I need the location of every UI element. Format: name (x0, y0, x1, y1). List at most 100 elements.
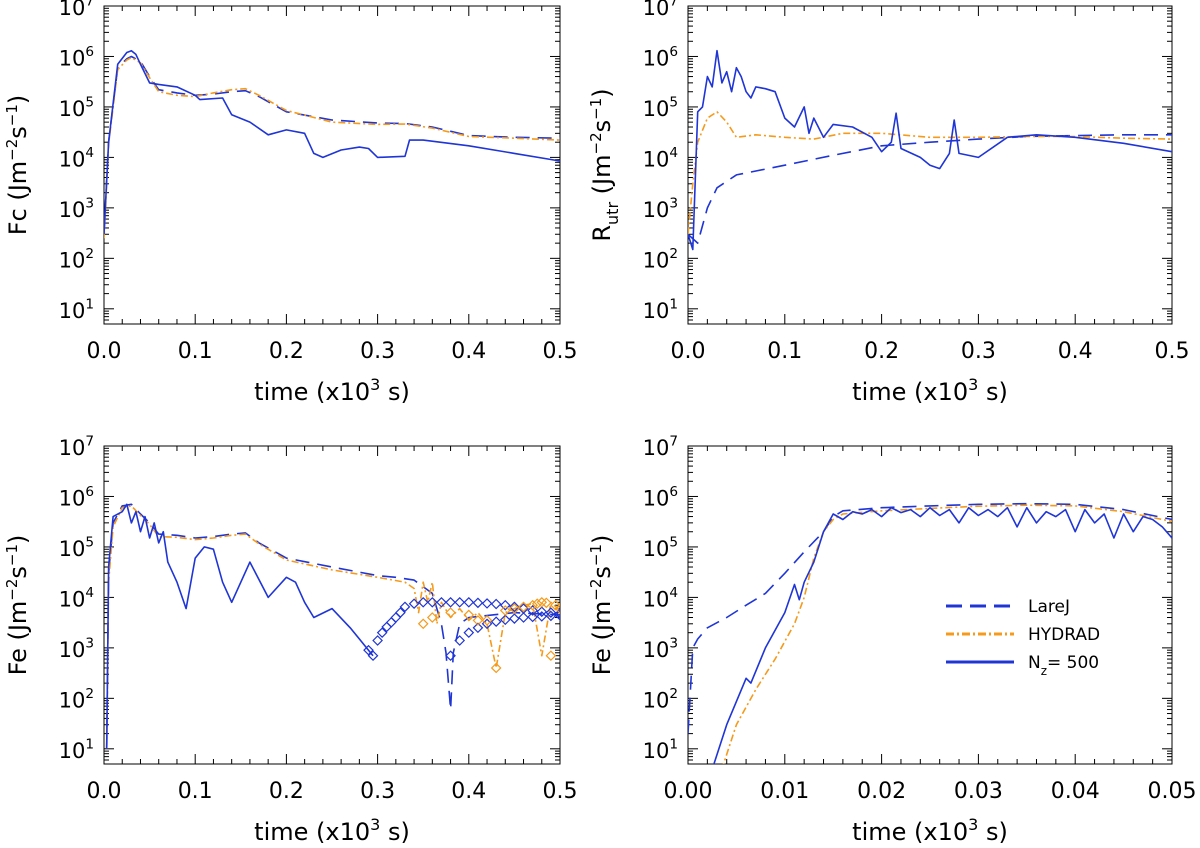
x-tick-label: 0.4 (451, 779, 486, 804)
series-group (688, 49, 1172, 251)
data-point-marker (417, 596, 429, 608)
y-tick-label: 102 (643, 246, 678, 272)
data-point-marker (509, 601, 520, 613)
data-point-marker (436, 596, 447, 608)
series-layer (688, 502, 1172, 764)
data-point-marker (527, 605, 538, 616)
data-point-marker (499, 599, 511, 611)
y-tick-label: 107 (59, 0, 94, 20)
y-tick-label: 101 (643, 296, 678, 322)
data-point-marker (445, 650, 456, 662)
data-point-marker (454, 635, 466, 646)
x-tick-label: 0.2 (269, 339, 304, 364)
data-point-marker (481, 615, 493, 626)
series-line-hydrad (688, 111, 1172, 235)
data-point-marker (472, 622, 484, 634)
x-tick-label: 0.04 (1051, 779, 1100, 804)
x-tick-label: 0.2 (269, 779, 304, 804)
y-tick-label: 101 (59, 736, 94, 762)
data-point-marker (463, 609, 475, 621)
data-point-marker (554, 610, 560, 621)
series-line-n-z-500 (713, 506, 1172, 764)
data-point-marker (499, 614, 511, 626)
y-tick-label: 105 (59, 534, 94, 560)
series-group (688, 502, 1172, 764)
x-axis-label: time (x103 s) (852, 815, 1008, 846)
series-line-larej (688, 134, 1172, 244)
data-point-marker (540, 597, 552, 609)
data-point-marker (454, 596, 466, 608)
data-point-marker (550, 599, 560, 611)
data-point-marker (367, 650, 379, 662)
y-tick-label: 101 (59, 296, 94, 322)
y-axis-label: Fc (Jm−2s−1) (3, 95, 32, 236)
legend-label: Nz= 500 (1028, 653, 1099, 678)
x-tick-label: 0.3 (360, 779, 395, 804)
data-point-marker (376, 627, 388, 639)
data-point-marker (417, 618, 429, 630)
x-axis-ticks: 0.0 0.1 0.2 0.3 0.4 0.5 (671, 6, 1190, 364)
data-point-marker (445, 607, 456, 618)
y-tick-label: 105 (59, 94, 94, 120)
y-axis-ticks: 101 102 103 104 105 106 107 (643, 434, 1172, 765)
series-line-larej (688, 502, 1172, 734)
x-axis-label: time (x103 s) (852, 375, 1008, 406)
y-tick-label: 102 (59, 246, 94, 272)
data-point-marker (490, 662, 502, 674)
x-tick-label: 0.3 (360, 339, 395, 364)
x-axis-label: time (x103 s) (254, 815, 410, 846)
data-point-marker (426, 612, 438, 623)
data-point-marker (545, 610, 557, 622)
series-group (105, 503, 560, 749)
series-line-n-z-500 (688, 49, 1172, 251)
plot-frame (103, 445, 561, 765)
x-tick-label: 0.1 (767, 339, 802, 364)
plot-frame (103, 5, 561, 325)
series-line-hydrad (722, 504, 1172, 764)
series-line-hydrad (105, 505, 560, 749)
series-group (104, 49, 560, 239)
y-tick-label: 103 (59, 195, 94, 221)
data-point-marker (545, 650, 557, 662)
data-point-marker (463, 627, 475, 639)
data-point-marker (385, 617, 397, 628)
legend: LareJ HYDRAD Nz= 500 (946, 597, 1100, 678)
series-layer (104, 49, 560, 239)
data-point-marker (463, 596, 475, 608)
y-tick-label: 106 (59, 44, 94, 70)
y-tick-label: 107 (643, 434, 678, 460)
y-tick-label: 105 (643, 534, 678, 560)
x-tick-label: 0.05 (1148, 779, 1197, 804)
y-tick-label: 103 (643, 195, 678, 221)
data-point-marker (536, 606, 548, 618)
data-point-marker (472, 597, 484, 609)
data-point-marker (490, 616, 502, 628)
x-tick-label: 0.02 (857, 779, 906, 804)
data-point-marker (499, 605, 511, 616)
x-tick-label: 0.4 (1058, 339, 1093, 364)
y-tick-label: 106 (643, 484, 678, 510)
y-tick-label: 106 (643, 44, 678, 70)
x-tick-label: 0.5 (543, 339, 578, 364)
x-tick-label: 0.4 (451, 339, 486, 364)
x-tick-label: 0.0 (87, 339, 122, 364)
data-point-marker (445, 596, 456, 608)
x-tick-label: 0.00 (664, 779, 713, 804)
x-tick-label: 0.1 (178, 779, 213, 804)
x-tick-label: 0.0 (87, 779, 122, 804)
data-point-marker (527, 599, 538, 611)
x-tick-label: 0.5 (1155, 339, 1190, 364)
data-point-marker (527, 611, 538, 623)
data-point-marker (472, 615, 484, 626)
panel-rutr: 101 102 103 104 105 106 107 0.0 0.1 0.2 0.3 0.4 0.5… (587, 0, 1190, 406)
series-layer (105, 503, 560, 749)
x-tick-label: 0.03 (954, 779, 1003, 804)
y-tick-label: 104 (59, 145, 94, 171)
panel-fc: 101 102 103 104 105 106 107 0.0 0.1 0.2 0.3 0.4 0.5… (3, 0, 578, 406)
data-point-marker (390, 612, 402, 623)
y-tick-label: 103 (643, 635, 678, 661)
data-point-marker (481, 598, 493, 609)
data-point-marker (518, 601, 529, 613)
